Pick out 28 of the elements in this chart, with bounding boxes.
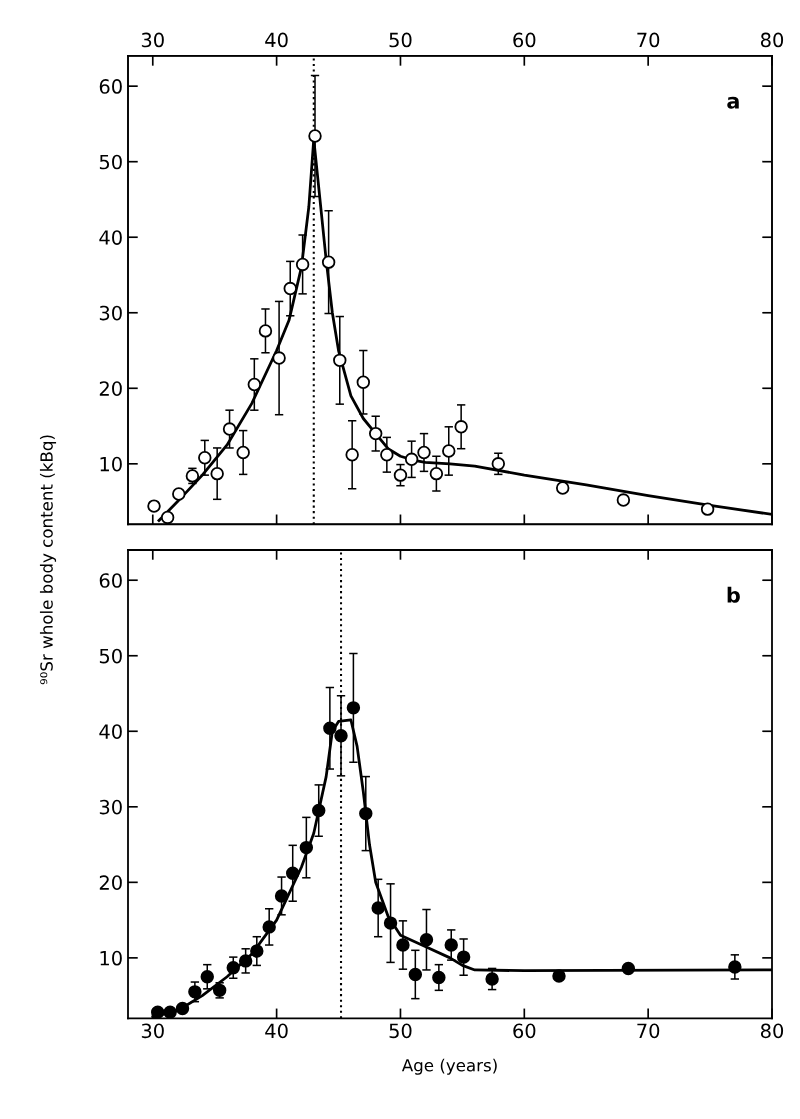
x2-tick-label: 40: [265, 32, 288, 48]
x2-tick-label: 70: [637, 32, 660, 48]
x2-tick-label: 50: [389, 32, 412, 48]
y-axis-title: ⁹⁰Sr whole body content (kBq): [39, 435, 57, 685]
y-tick-label: 40: [99, 230, 122, 245]
y-tick-label: 10: [100, 456, 122, 472]
y-tick-label: 20: [99, 875, 122, 890]
x2-tick-label: 30: [141, 32, 164, 48]
y-tick-label: 30: [99, 305, 122, 321]
x-tick-label: 40: [265, 1023, 288, 1039]
x-tick-label: 70: [637, 1023, 660, 1039]
x2-tick-label: 80: [760, 32, 784, 48]
y-tick-label: 60: [99, 79, 122, 94]
x-axis-title: Age (years): [401, 1058, 497, 1075]
y-tick-label: 10: [100, 950, 122, 966]
annotation: b: [727, 586, 740, 603]
y-tick-label: 30: [99, 799, 122, 815]
y-tick-label: 50: [99, 154, 122, 170]
y-tick-label: 20: [99, 381, 122, 396]
x-tick-label: 50: [389, 1023, 412, 1039]
x-tick-label: 80: [760, 1023, 784, 1039]
y-tick-label: 40: [99, 724, 122, 739]
x2-tick-label: 60: [513, 32, 536, 48]
y-tick-label: 60: [99, 573, 122, 588]
annotation: a: [727, 96, 739, 109]
y-tick-label: 50: [99, 648, 122, 664]
x-tick-label: 30: [141, 1023, 164, 1039]
x-tick-label: 60: [513, 1023, 536, 1039]
